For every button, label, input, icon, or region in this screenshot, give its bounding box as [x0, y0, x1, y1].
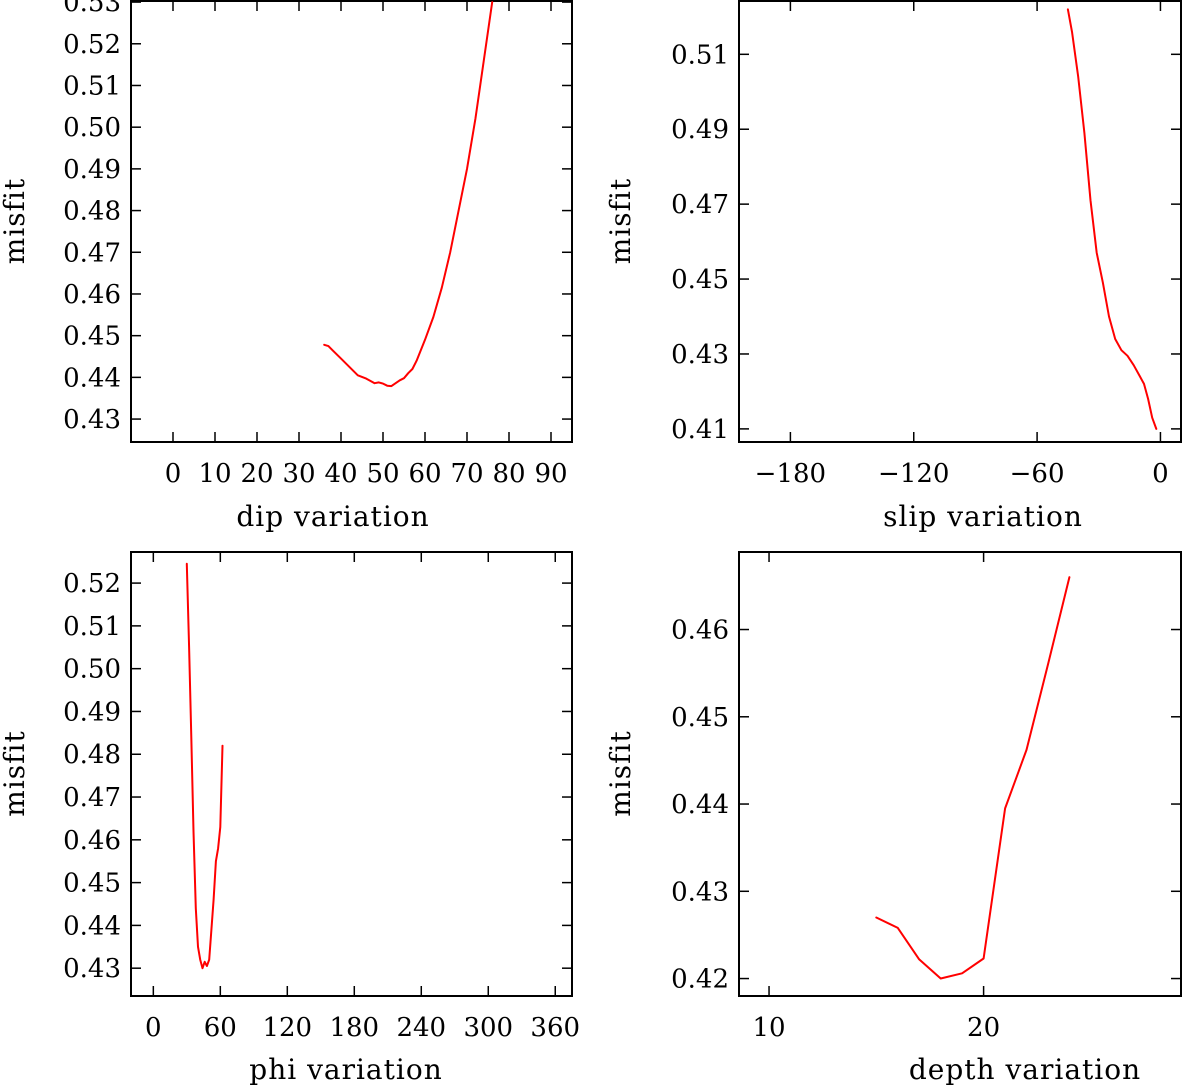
y-tick-label: 0.43: [63, 954, 121, 984]
y-tick-label: 0.47: [671, 190, 729, 220]
x-tick-label: 50: [366, 459, 399, 489]
y-tick-label: 0.52: [63, 30, 121, 60]
y-tick-label: 0.51: [63, 612, 121, 642]
x-axis-label: phi variation: [249, 1053, 442, 1086]
y-tick-label: 0.43: [671, 877, 729, 907]
y-tick-label: 0.47: [63, 238, 121, 268]
x-tick-label: −60: [1010, 459, 1065, 489]
y-tick-label: 0.41: [671, 415, 729, 445]
y-tick-label: 0.51: [671, 40, 729, 70]
x-tick-label: 300: [463, 1013, 513, 1043]
plot-frame: [130, 551, 573, 997]
y-tick-label: 0.42: [671, 965, 729, 995]
y-tick-label: 0.49: [63, 155, 121, 185]
x-tick-label: 180: [329, 1013, 379, 1043]
misfit-series-line: [875, 576, 1071, 980]
x-tick-label: 10: [752, 1013, 785, 1043]
y-tick-label: 0.48: [63, 740, 121, 770]
y-tick-label: 0.45: [63, 869, 121, 899]
plot-frame: [738, 551, 1182, 997]
x-tick-label: 360: [530, 1013, 580, 1043]
y-axis-label: misfit: [0, 730, 31, 816]
panel-slip-variation: 0.41 0.43 0.45 0.47 0.49 0.51 −180 −120 −60 0 slip…: [604, 0, 1182, 533]
y-tick-label: 0.47: [63, 783, 121, 813]
x-tick-label: −180: [755, 459, 826, 489]
y-tick-label: 0.48: [63, 197, 121, 227]
x-tick-label: 70: [450, 459, 483, 489]
y-tick-label: 0.43: [671, 340, 729, 370]
panel-depth-variation: 0.42 0.43 0.44 0.45 0.46 10 20 depth variation m…: [604, 551, 1182, 1086]
x-tick-label: 0: [145, 1013, 162, 1043]
x-axis-label: slip variation: [883, 500, 1083, 533]
y-tick-label: 0.50: [63, 113, 121, 143]
panel-phi-variation: 0.43 0.44 0.45 0.46 0.47 0.48 0.49 0.50 0.51 0.52…: [0, 551, 580, 1086]
y-tick-label: 0.51: [63, 71, 121, 101]
y-tick-label: 0.45: [63, 322, 121, 352]
y-tick-label: 0.53: [63, 0, 121, 18]
misfit-series-line: [1066, 8, 1158, 430]
x-tick-label: 240: [396, 1013, 446, 1043]
y-tick-label: 0.49: [671, 115, 729, 145]
misfit-series-line: [185, 562, 224, 970]
x-tick-label: 80: [492, 459, 525, 489]
y-tick-label: 0.45: [671, 265, 729, 295]
x-axis-label: dip variation: [236, 500, 429, 533]
x-tick-label: 40: [324, 459, 357, 489]
y-tick-label: 0.52: [63, 569, 121, 599]
y-tick-label: 0.44: [671, 790, 729, 820]
plot-frame: [738, 0, 1182, 443]
y-tick-label: 0.46: [63, 826, 121, 856]
y-tick-label: 0.46: [671, 616, 729, 646]
x-tick-label: 60: [204, 1013, 237, 1043]
y-tick-label: 0.46: [63, 280, 121, 310]
y-tick-label: 0.44: [63, 911, 121, 941]
x-tick-label: 0: [1152, 459, 1169, 489]
x-tick-label: −120: [878, 459, 949, 489]
x-tick-label: 60: [408, 459, 441, 489]
x-tick-label: 20: [240, 459, 273, 489]
x-tick-label: 20: [967, 1013, 1000, 1043]
x-axis-label: depth variation: [909, 1053, 1141, 1086]
x-tick-label: 90: [534, 459, 567, 489]
x-tick-label: 30: [282, 459, 315, 489]
x-tick-label: 10: [198, 459, 231, 489]
y-tick-label: 0.49: [63, 697, 121, 727]
y-axis-label: misfit: [0, 178, 31, 264]
y-axis-label: misfit: [604, 178, 637, 264]
y-tick-label: 0.43: [63, 405, 121, 435]
x-tick-label: 0: [165, 459, 182, 489]
plot-frame: [130, 0, 573, 443]
y-tick-label: 0.45: [671, 703, 729, 733]
y-axis-label: misfit: [604, 730, 637, 816]
panel-dip-variation: 0.43 0.44 0.45 0.46 0.47 0.48 0.49 0.50 0.51 0.52…: [0, 0, 573, 533]
misfit-series-line: [323, 1, 494, 388]
y-tick-label: 0.44: [63, 363, 121, 393]
x-tick-label: 120: [262, 1013, 312, 1043]
y-tick-label: 0.50: [63, 655, 121, 685]
